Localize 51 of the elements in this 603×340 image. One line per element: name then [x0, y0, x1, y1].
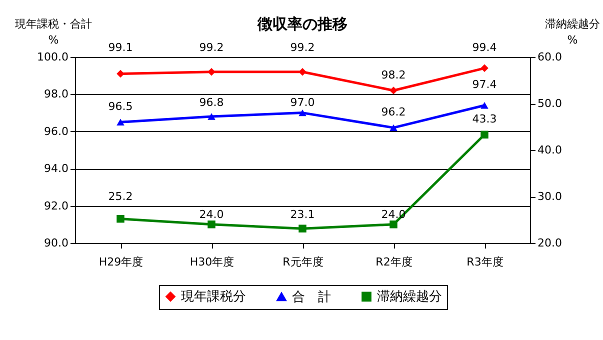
y-tick-label: 90.0 [44, 236, 68, 250]
point [390, 86, 398, 94]
data-label: 99.4 [472, 41, 497, 54]
x-tick-label: R2年度 [376, 256, 412, 268]
point [208, 220, 216, 228]
point [390, 220, 398, 228]
point [480, 130, 488, 139]
point [208, 113, 216, 120]
point [208, 68, 216, 76]
x-tick-label: R元年度 [282, 256, 324, 268]
legend-label: 現年課税分 [181, 290, 246, 305]
y2-tick-label: 50.0 [538, 97, 562, 110]
point [116, 118, 124, 126]
data-label: 43.3 [472, 112, 497, 126]
data-label: 24.0 [199, 208, 224, 221]
data-label: 97.0 [290, 96, 315, 110]
data-label: 23.1 [290, 208, 315, 221]
y-tick-label: 98.0 [44, 88, 68, 101]
data-label: 96.2 [381, 106, 406, 119]
point [298, 224, 306, 232]
legend-label: 滞納繰越分 [377, 290, 442, 305]
x-tick-label: H30年度 [190, 256, 234, 268]
y-tick-label: 94.0 [44, 162, 68, 176]
data-label: 25.2 [108, 190, 133, 203]
data-label: 96.8 [199, 96, 224, 110]
y-axis-title: 現年課税・合計 % [15, 18, 92, 46]
chart-title: 徴収率の推移 [256, 15, 348, 33]
y2-tick-label: 30.0 [538, 190, 562, 203]
data-label: 96.5 [108, 100, 133, 114]
point [116, 214, 124, 223]
y2-axis-title: 滞納繰越分 % [545, 18, 600, 46]
legend-label: 合 計 [292, 290, 331, 305]
y-tick-label: 100.0 [37, 50, 68, 64]
point [390, 124, 398, 132]
x-tick-label: R3年度 [466, 256, 504, 268]
data-label: 99.1 [108, 41, 133, 54]
data-label: 99.2 [290, 41, 315, 54]
y2-tick-label: 40.0 [538, 144, 562, 156]
data-label: 99.2 [199, 41, 224, 54]
point [480, 64, 488, 72]
point [480, 102, 488, 109]
point [298, 68, 306, 76]
point [298, 109, 306, 116]
x-tick-label: H29年度 [98, 256, 144, 268]
data-label: 97.4 [472, 78, 497, 92]
y-tick-label: 92.0 [44, 199, 68, 212]
y2-tick-label: 20.0 [538, 236, 562, 250]
y2-tick-label: 60.0 [538, 50, 562, 64]
data-label: 98.2 [381, 68, 406, 82]
y-tick-label: 96.0 [44, 124, 68, 138]
point [116, 70, 124, 78]
